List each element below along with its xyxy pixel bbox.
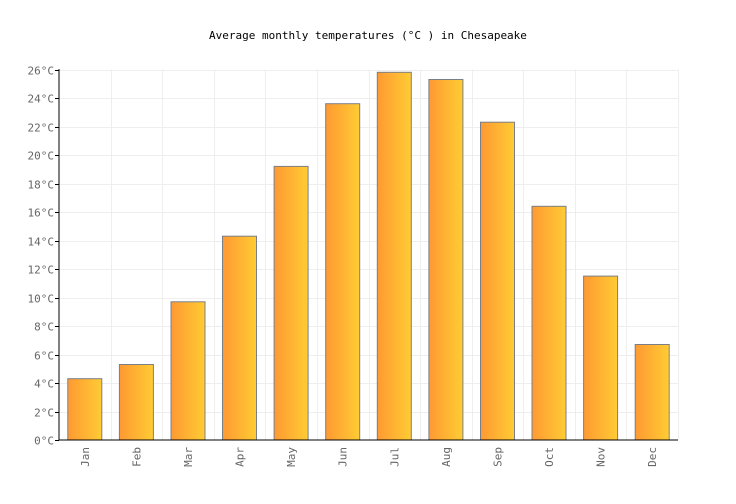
x-tick-label: Dec <box>646 447 659 467</box>
x-tick-label: Feb <box>130 447 143 467</box>
y-tick-label: 20°C <box>28 150 55 163</box>
y-tick-label: 10°C <box>28 293 55 306</box>
bar-jun <box>325 103 361 441</box>
bar-nov <box>583 275 619 441</box>
y-tick-label: 12°C <box>28 264 55 277</box>
x-tick-label: Aug <box>440 447 453 467</box>
y-tick-label: 6°C <box>34 350 54 363</box>
y-tick-label: 8°C <box>34 321 54 334</box>
y-tick-label: 26°C <box>28 65 55 78</box>
y-tick-label: 24°C <box>28 93 55 106</box>
x-tick-label: Jun <box>337 447 350 467</box>
bar-apr <box>222 235 257 441</box>
x-tick-label: Sep <box>491 447 504 467</box>
y-tick-label: 4°C <box>34 378 54 391</box>
y-tick-label: 14°C <box>28 236 55 249</box>
x-tick-label: Mar <box>182 447 195 467</box>
bar-jan <box>67 378 103 441</box>
bar-dec <box>634 344 670 441</box>
x-tick-label: May <box>285 447 298 467</box>
bar-may <box>273 165 309 441</box>
bar-jul <box>376 71 412 441</box>
bar-oct <box>531 205 567 441</box>
y-tick-label: 2°C <box>34 407 54 420</box>
x-tick-label: Jan <box>79 447 92 467</box>
y-tick-label: 0°C <box>34 435 54 448</box>
x-tick-label: Jul <box>388 447 401 467</box>
y-tick-label: 22°C <box>28 122 55 135</box>
bar-aug <box>428 79 464 441</box>
chart-title: Average monthly temperatures (°C ) in Ch… <box>209 29 527 42</box>
x-tick-label: Apr <box>234 447 247 467</box>
x-tick-label: Oct <box>543 447 556 467</box>
bar-sep <box>480 121 515 441</box>
y-tick-label: 18°C <box>28 179 55 192</box>
bar-mar <box>170 301 206 441</box>
x-tick-label: Nov <box>595 447 608 467</box>
bar-feb <box>118 364 154 441</box>
y-tick-label: 16°C <box>28 207 55 220</box>
